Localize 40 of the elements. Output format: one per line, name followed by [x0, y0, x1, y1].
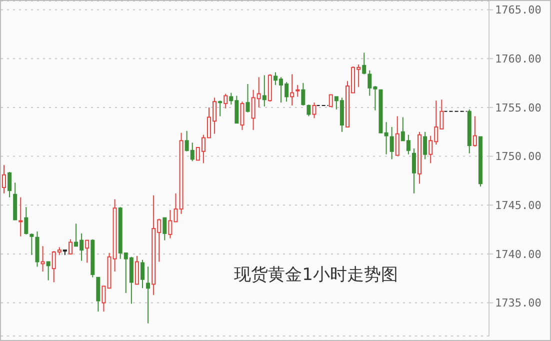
y-tick-label: 1735.00	[495, 296, 542, 310]
candlestick	[390, 126, 394, 160]
candlestick	[162, 217, 167, 241]
candlestick	[301, 82, 306, 106]
y-tick-label: 1740.00	[495, 248, 542, 261]
candlestick	[18, 196, 23, 237]
candlestick	[40, 246, 45, 272]
candlestick	[146, 266, 150, 324]
text: 现货黄金1小时走势图	[233, 264, 399, 286]
y-tick-label: 1765.00	[495, 4, 542, 17]
y-tick-label: 1760.00	[495, 52, 542, 66]
candlestick	[224, 93, 228, 109]
candlestick	[96, 276, 100, 312]
candlestick	[290, 74, 294, 106]
candlestick	[362, 52, 366, 75]
candlestick	[134, 255, 139, 285]
candlestick	[412, 148, 416, 194]
candlestick	[296, 84, 300, 98]
candlestick	[395, 116, 400, 156]
y-tick-label: 1750.00	[495, 150, 542, 164]
candlestick	[218, 100, 222, 117]
candlestick	[328, 94, 333, 107]
candlestick	[240, 101, 244, 130]
candlestick	[423, 131, 428, 160]
candlestick	[140, 259, 145, 289]
candlestick	[24, 206, 28, 235]
candlestick	[246, 84, 250, 113]
candlestick	[384, 122, 388, 155]
candlestick	[68, 238, 72, 254]
y-tick-label: 1755.00	[495, 101, 542, 114]
candlestick	[262, 74, 266, 107]
candlestick	[472, 116, 477, 148]
candlestick	[306, 104, 311, 117]
candlestick	[102, 286, 106, 312]
candlestick	[312, 102, 316, 119]
candlestick	[30, 232, 34, 256]
candlestick	[46, 261, 50, 281]
candlestick	[85, 240, 90, 264]
y-tick-label: 1745.00	[495, 199, 542, 212]
candlestick	[8, 171, 12, 198]
